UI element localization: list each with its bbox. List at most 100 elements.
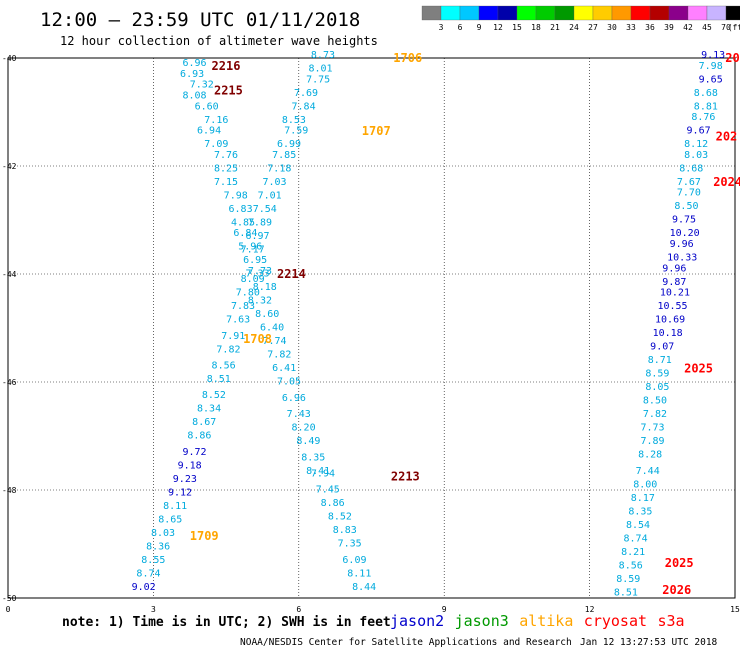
pass-number-label: 1707 xyxy=(362,124,391,138)
wave-height-label: 8.74 xyxy=(624,533,648,544)
colorbar-label: 39 xyxy=(664,23,674,32)
colorbar-swatch xyxy=(668,5,689,21)
colorbar-label: 3 xyxy=(439,23,444,32)
wave-height-label: 8.81 xyxy=(694,101,718,112)
wave-height-label: 4.85 xyxy=(231,217,255,228)
wave-height-label: 8.65 xyxy=(158,514,182,525)
y-tick-label: -42 xyxy=(2,162,17,171)
colorbar-swatch xyxy=(440,5,461,21)
wave-height-label: 8.21 xyxy=(621,547,645,558)
colorbar-swatch xyxy=(630,5,651,21)
wave-height-label: 8.28 xyxy=(638,450,662,461)
wave-height-label: 7.85 xyxy=(272,150,296,161)
wave-height-label: 8.09 xyxy=(241,274,265,285)
plot-grid xyxy=(7,57,736,599)
wave-height-label: 7.35 xyxy=(338,539,362,550)
colorbar-label: 30 xyxy=(607,23,617,32)
y-tick-label: -50 xyxy=(2,594,17,603)
wave-height-label: 7.75 xyxy=(306,74,330,85)
wave-height-label: 9.13 xyxy=(701,50,725,61)
wave-height-label: 8.83 xyxy=(333,525,357,536)
wave-height-label: 8.08 xyxy=(182,91,206,102)
pass-number-label: 2025 xyxy=(684,362,713,376)
x-tick-label: 15 xyxy=(730,605,740,614)
wave-height-label: 7.98 xyxy=(224,190,248,201)
colorbar-label: 21 xyxy=(550,23,560,32)
wave-height-label: 10.69 xyxy=(655,315,685,326)
wave-height-label: 8.86 xyxy=(321,498,345,509)
colorbar-swatch xyxy=(535,5,556,21)
colorbar-label: 33 xyxy=(626,23,636,32)
colorbar-label: 42 xyxy=(683,23,693,32)
wave-height-label: 7.74 xyxy=(262,336,286,347)
axis-ticks: 0 3 6 9 12 15 -40 -42 -44 -46 -48 -50 xyxy=(2,54,740,614)
colorbar-label: 15 xyxy=(512,23,522,32)
wave-height-label: 5.96 xyxy=(238,242,262,253)
wave-height-label: 8.03 xyxy=(151,528,175,539)
colorbar-label: 18 xyxy=(531,23,541,32)
pass-number-label: 2024 xyxy=(713,175,740,189)
colorbar-label: 6 xyxy=(458,23,463,32)
wave-height-label: 10.18 xyxy=(653,328,683,339)
wave-height-label: 8.49 xyxy=(296,436,320,447)
wave-height-label: 8.56 xyxy=(212,361,236,372)
colorbar-swatch xyxy=(421,5,442,21)
wave-height-label: 7.83 xyxy=(231,301,255,312)
wave-height-label: 6.96 xyxy=(182,58,206,69)
x-tick-label: 6 xyxy=(296,605,301,614)
wave-height-label: 7.03 xyxy=(262,177,286,188)
wave-height-label: 6.41 xyxy=(272,363,296,374)
wave-height-label: 8.71 xyxy=(648,355,672,366)
wave-height-label: 9.23 xyxy=(173,474,197,485)
footer-timestamp: Jan 12 13:27:53 UTC 2018 xyxy=(580,637,718,648)
pass-number-label: 1709 xyxy=(190,529,219,543)
wave-height-label: 8.34 xyxy=(197,404,221,415)
mission-legend: jason2 jason3 altika cryosat s3a xyxy=(390,612,685,630)
pass-number-label: 2215 xyxy=(214,83,243,97)
wave-height-label: 7.82 xyxy=(216,344,240,355)
mission-altika: altika xyxy=(519,612,573,630)
wave-height-label: 6.95 xyxy=(243,255,267,266)
wave-height-label: 8.20 xyxy=(292,423,316,434)
wave-height-label: 8.44 xyxy=(352,582,376,593)
wave-height-label: 6.97 xyxy=(245,231,269,242)
wave-height-label: 8.35 xyxy=(301,452,325,463)
colorbar-swatch xyxy=(706,5,727,21)
wave-height-label: 7.18 xyxy=(267,163,291,174)
wave-height-label: 7.82 xyxy=(267,350,291,361)
wave-height-label: 7.98 xyxy=(699,61,723,72)
wave-height-label: 10.21 xyxy=(660,288,690,299)
wave-height-label: 7.89 xyxy=(248,217,272,228)
y-tick-label: -44 xyxy=(2,270,17,279)
wave-height-label: 9.12 xyxy=(168,487,192,498)
wave-height-label: 9.07 xyxy=(650,342,674,353)
wave-height-label: 7.94 xyxy=(311,469,335,480)
colorbar-label: 45 xyxy=(702,23,712,32)
wave-height-label: 8.67 xyxy=(192,417,216,428)
wave-height-label: 8.60 xyxy=(255,309,279,320)
wave-height-label: 9.75 xyxy=(672,215,696,226)
pass-number-label: 2025 xyxy=(665,556,694,570)
colorbar-swatch xyxy=(687,5,708,21)
y-tick-label: -40 xyxy=(2,54,17,63)
wave-height-label: 8.76 xyxy=(691,112,715,123)
wave-height-label: 6.84 xyxy=(233,228,257,239)
wave-height-label: 8.56 xyxy=(619,560,643,571)
wave-height-label: 7.73 xyxy=(640,423,664,434)
colorbar-swatch xyxy=(497,5,518,21)
pass-number-label: 2214 xyxy=(277,267,306,281)
x-tick-label: 9 xyxy=(442,605,447,614)
wave-height-label: 8.68 xyxy=(679,163,703,174)
wave-height-label: 8.41 xyxy=(306,466,330,477)
wave-height-label: 7.63 xyxy=(226,315,250,326)
wave-height-label: 6.60 xyxy=(195,101,219,112)
wave-height-label: 8.03 xyxy=(684,150,708,161)
x-tick-label: 12 xyxy=(585,605,595,614)
plot-frame xyxy=(7,57,736,599)
mission-jason2: jason2 xyxy=(390,612,444,630)
wave-height-label: 8.59 xyxy=(645,369,669,380)
wave-height-label: 8.35 xyxy=(628,506,652,517)
wave-height-label: 6.99 xyxy=(277,139,301,150)
wave-height-label: 7.80 xyxy=(236,288,260,299)
wave-height-label: 8.01 xyxy=(308,64,332,75)
